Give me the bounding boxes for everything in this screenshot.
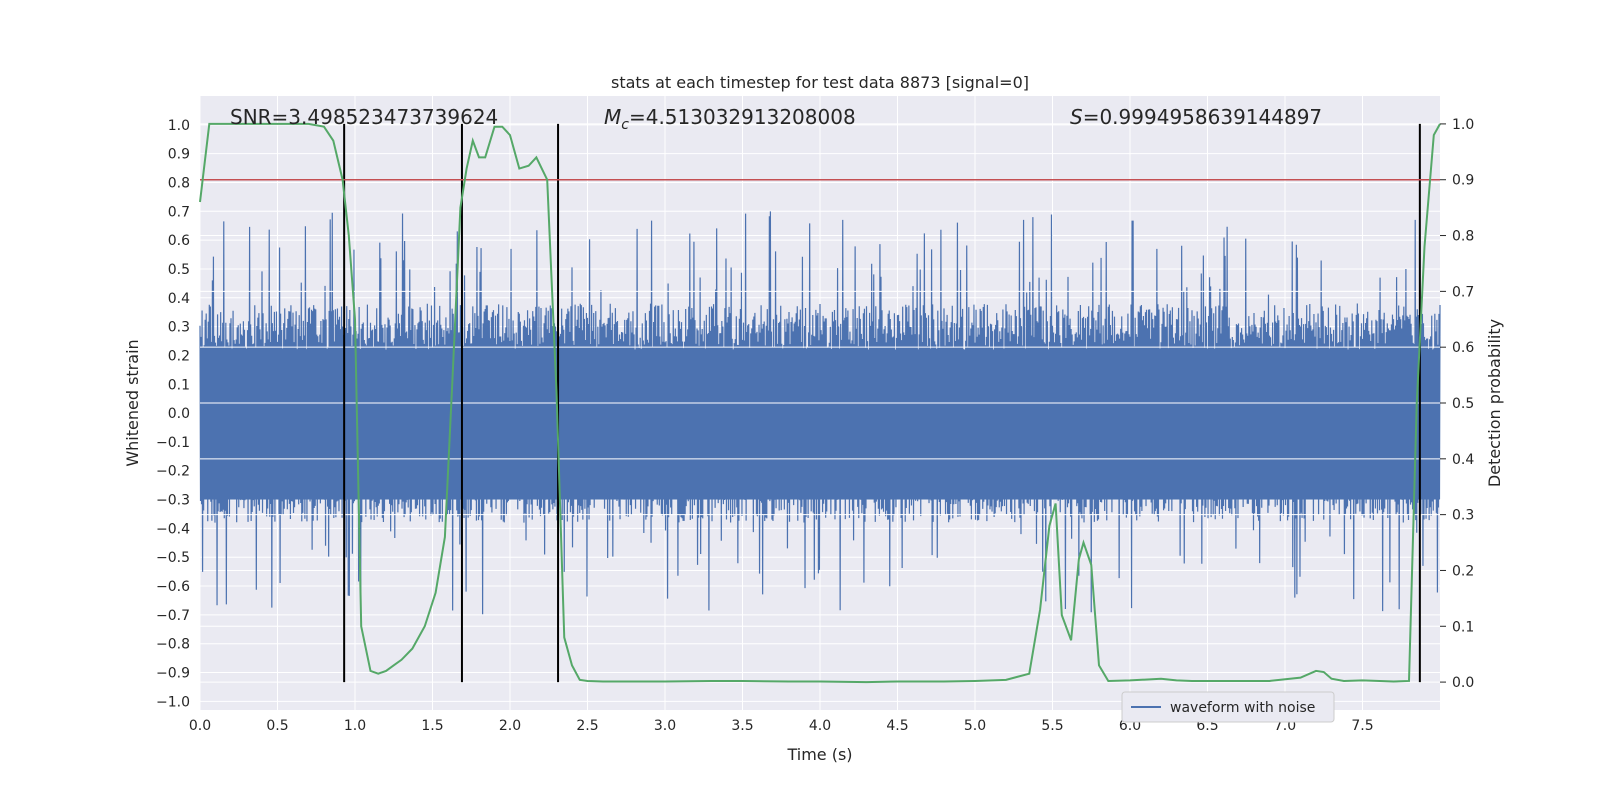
x-tick-label: 1.5 [421,718,443,734]
x-tick-label: 1.0 [344,718,366,734]
y-tick-label: −0.3 [156,493,190,509]
waveform-series [199,211,1441,615]
y-tick-label: −0.8 [156,637,190,653]
legend-box [1121,691,1335,723]
y2-tick-label: 0.4 [1452,452,1474,468]
y2-tick-label: 0.6 [1452,340,1474,356]
y2-tick-label: 0.2 [1452,563,1474,579]
y-tick-label: −0.4 [156,521,190,537]
x-tick-label: 4.5 [886,718,908,734]
y-tick-label: 0.9 [168,147,190,163]
y-tick-label: 0.5 [168,262,190,278]
y2-tick-label: 0.1 [1452,619,1474,635]
s-annotation: S=0.9994958639144897 [1070,105,1322,129]
y-tick-label: −0.7 [156,608,190,624]
y-tick-label: 0.6 [168,233,190,249]
snr-annotation: SNR=3.498523473739624 [230,105,498,129]
mc-subscript: c [621,117,629,133]
waveform-line [199,211,1441,615]
y-tick-label: −0.9 [156,666,190,682]
y2-tick-labels: 1.0 0.9 0.8 0.7 0.6 0.5 0.4 0.3 0.2 0.1 0.0 [1440,117,1474,691]
x-tick-label: 5.0 [964,718,986,734]
y2-tick-label: 0.3 [1452,508,1474,524]
y-tick-label: 0.3 [168,320,190,336]
x-tick-label: 3.0 [654,718,676,734]
mc-annotation: Mc=4.513032913208008 [604,105,856,133]
mc-symbol: M [604,105,621,129]
x-tick-label: 3.5 [731,718,753,734]
s-value: =0.9994958639144897 [1083,105,1322,129]
y-tick-label: 0.0 [168,406,190,422]
y-tick-label: 1.0 [168,118,190,134]
mc-value: =4.513032913208008 [629,105,856,129]
y-tick-label: −1.0 [156,694,190,710]
y-tick-label: −0.1 [156,435,190,451]
x-axis-label: Time (s) [786,745,852,764]
y2-tick-label: 1.0 [1452,117,1474,133]
y-tick-label: 0.7 [168,204,190,220]
x-tick-label: 5.5 [1041,718,1063,734]
s-symbol: S [1070,105,1083,129]
y2-tick-label: 0.5 [1452,396,1474,412]
x-tick-label: 7.5 [1351,718,1373,734]
y-tick-label: −0.5 [156,550,190,566]
waveform-core [200,355,1440,500]
x-tick-label: 0.0 [189,718,211,734]
y2-axis-label: Detection probability [1485,319,1504,487]
y2-tick-label: 0.0 [1452,675,1474,691]
vertical-lines [343,123,1421,683]
y-tick-label: 0.8 [168,175,190,191]
y-tick-label: −0.6 [156,579,190,595]
x-tick-label: 0.5 [266,718,288,734]
legend: waveform with noise [1121,691,1335,723]
y-tick-label: −0.2 [156,464,190,480]
x-tick-labels: 0.0 0.5 1.0 1.5 2.0 2.5 3.0 3.5 4.0 4.5 5.0 5.5 6.0 6… [189,718,1374,734]
y2-tick-label: 0.7 [1452,284,1474,300]
y-tick-label: 0.4 [168,291,190,307]
legend-label: waveform with noise [1170,700,1315,716]
y-tick-label: 0.1 [168,377,190,393]
x-tick-label: 2.5 [576,718,598,734]
x-tick-label: 2.0 [499,718,521,734]
y2-tick-label: 0.8 [1452,229,1474,245]
y-axis-label: Whitened strain [123,339,142,466]
y-tick-labels: 1.0 0.9 0.8 0.7 0.6 0.5 0.4 0.3 0.2 0.1 0.0 −0.1 −0.… [156,118,190,711]
chart-title: stats at each timestep for test data 887… [611,73,1029,92]
y-tick-label: 0.2 [168,348,190,364]
x-tick-label: 4.0 [809,718,831,734]
probability-series [199,122,1441,684]
y2-tick-label: 0.9 [1452,173,1474,189]
